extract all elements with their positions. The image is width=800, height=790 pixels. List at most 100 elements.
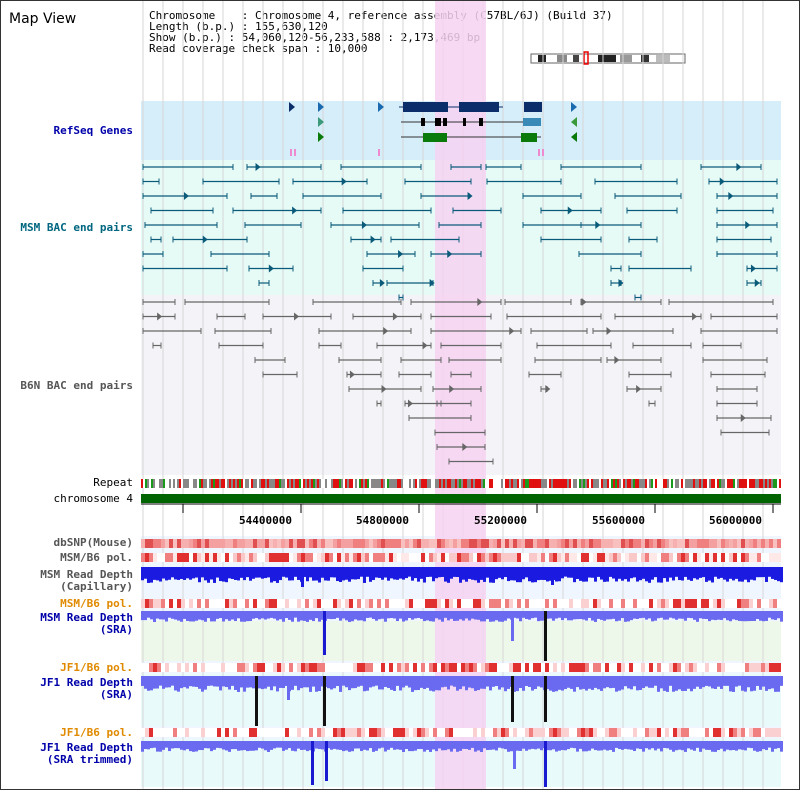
depth-bar bbox=[342, 611, 345, 619]
repeat-mark bbox=[577, 479, 579, 488]
depth-bar bbox=[375, 741, 378, 751]
track-label-b6n-bac[interactable]: B6N BAC end pairs bbox=[20, 379, 133, 392]
depth-bar bbox=[231, 567, 234, 580]
repeat-mark bbox=[143, 479, 145, 488]
repeat-mark bbox=[737, 479, 739, 488]
heat-cell bbox=[649, 553, 653, 562]
depth-bar bbox=[708, 611, 711, 622]
heat-cell bbox=[169, 663, 173, 672]
depth-bar bbox=[729, 567, 732, 579]
heat-cell bbox=[521, 728, 525, 737]
depth-bar bbox=[393, 676, 396, 691]
track-label-jf1-pol-2[interactable]: JF1/B6 pol. bbox=[60, 726, 133, 739]
depth-bar bbox=[225, 676, 228, 688]
depth-bar bbox=[219, 741, 222, 749]
depth-bar bbox=[648, 741, 651, 750]
depth-bar bbox=[384, 611, 387, 622]
depth-bar bbox=[690, 676, 693, 692]
repeat-mark bbox=[193, 479, 195, 488]
repeat-mark bbox=[511, 479, 513, 488]
heat-cell bbox=[409, 599, 413, 608]
heat-cell bbox=[161, 599, 165, 608]
track-label-msm-pol[interactable]: MSM/B6 pol. bbox=[60, 551, 133, 564]
gene-exon bbox=[435, 118, 441, 126]
repeat-mark bbox=[211, 479, 213, 488]
depth-bar bbox=[744, 676, 747, 692]
depth-bar bbox=[453, 741, 456, 749]
heat-cell bbox=[549, 599, 553, 608]
heat-cell bbox=[457, 728, 461, 737]
depth-bar bbox=[348, 741, 351, 752]
heat-cell bbox=[685, 599, 689, 608]
heat-cell bbox=[505, 539, 509, 548]
depth-bar bbox=[432, 676, 435, 692]
depth-bar bbox=[159, 567, 162, 582]
track-label-msm-depth-capillary[interactable]: MSM Read Depth (Capillary) bbox=[40, 569, 133, 593]
repeat-mark bbox=[379, 479, 381, 488]
repeat-mark bbox=[349, 479, 351, 488]
depth-bar bbox=[393, 567, 396, 580]
heat-cell bbox=[217, 599, 221, 608]
depth-bar bbox=[327, 567, 330, 581]
depth-bar bbox=[582, 676, 585, 689]
depth-bar bbox=[507, 611, 510, 619]
heat-cell bbox=[573, 599, 577, 608]
heat-cell bbox=[553, 539, 557, 548]
heat-cell bbox=[237, 539, 241, 548]
depth-bar bbox=[687, 741, 690, 749]
heat-cell bbox=[689, 663, 693, 672]
depth-bar bbox=[222, 611, 225, 622]
depth-bar bbox=[540, 567, 543, 580]
track-label-refseq[interactable]: RefSeq Genes bbox=[53, 124, 133, 137]
depth-bar bbox=[261, 611, 264, 619]
track-label-jf1-depth-sra[interactable]: JF1 Read Depth (SRA) bbox=[40, 677, 133, 701]
heat-cell bbox=[437, 553, 441, 562]
axis-tick-label: 54400000 bbox=[239, 514, 292, 527]
depth-bar bbox=[297, 741, 300, 749]
depth-bar bbox=[318, 676, 321, 692]
heat-cell bbox=[185, 599, 189, 608]
heat-cell bbox=[281, 728, 285, 737]
heat-cell bbox=[749, 539, 753, 548]
track-label-msm-depth-sra[interactable]: MSM Read Depth (SRA) bbox=[40, 612, 133, 636]
depth-bar bbox=[150, 676, 153, 691]
repeat-mark bbox=[641, 479, 643, 488]
depth-bar bbox=[357, 676, 360, 687]
track-label-dbsnp[interactable]: dbSNP(Mouse) bbox=[53, 536, 133, 549]
depth-bar bbox=[696, 567, 699, 580]
depth-bar bbox=[516, 567, 519, 583]
repeat-mark bbox=[397, 479, 399, 488]
repeat-mark bbox=[747, 479, 749, 488]
depth-bar bbox=[645, 741, 648, 749]
track-label-msm-bac[interactable]: MSM BAC end pairs bbox=[20, 221, 133, 234]
heat-cell bbox=[269, 539, 273, 548]
depth-bar bbox=[618, 676, 621, 691]
repeat-mark bbox=[725, 479, 727, 488]
depth-bar bbox=[741, 611, 744, 622]
repeat-mark bbox=[629, 479, 631, 488]
track-label-jf1-pol[interactable]: JF1/B6 pol. bbox=[60, 661, 133, 674]
heat-cell bbox=[377, 599, 381, 608]
depth-bar bbox=[252, 741, 255, 751]
heat-cell bbox=[457, 599, 461, 608]
depth-bar bbox=[303, 567, 306, 577]
heat-cell bbox=[473, 599, 477, 608]
depth-bar bbox=[693, 741, 696, 751]
heat-cell bbox=[701, 553, 705, 562]
heat-cell bbox=[345, 599, 349, 608]
repeat-mark bbox=[521, 479, 523, 488]
depth-bar bbox=[756, 611, 759, 620]
track-label-jf1-depth-trimmed[interactable]: JF1 Read Depth (SRA trimmed) bbox=[40, 742, 133, 766]
depth-bar bbox=[279, 611, 282, 620]
depth-bar bbox=[336, 611, 339, 618]
depth-bar bbox=[537, 611, 540, 622]
heat-cell bbox=[529, 553, 533, 562]
depth-bar bbox=[360, 567, 363, 577]
depth-bar bbox=[417, 676, 420, 691]
heat-cell bbox=[669, 553, 673, 562]
heat-cell bbox=[729, 539, 733, 548]
depth-bar bbox=[750, 567, 753, 580]
repeat-mark bbox=[391, 479, 393, 488]
track-label-msm-pol-2[interactable]: MSM/B6 pol. bbox=[60, 597, 133, 610]
